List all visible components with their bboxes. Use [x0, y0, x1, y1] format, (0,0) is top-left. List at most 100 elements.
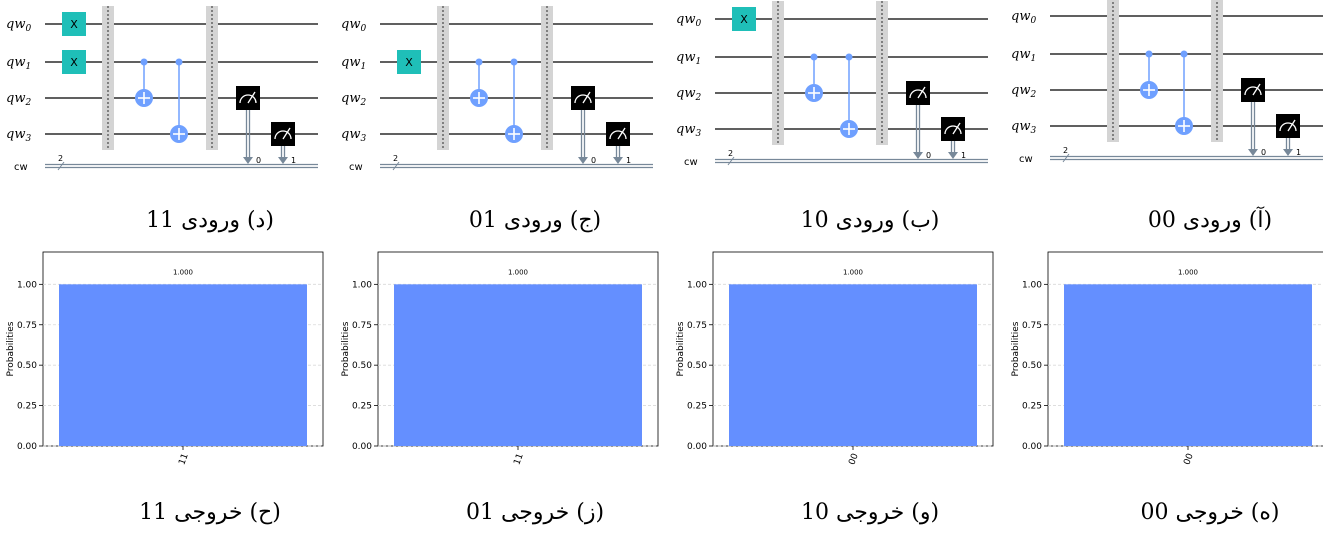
x-tick-label: 11 [512, 452, 525, 466]
qubit-label: qw0 [676, 12, 701, 29]
histogram-caption: (ه) خروجی 00 [1140, 500, 1280, 525]
measure-arrow [1283, 149, 1293, 156]
measure-gate [606, 122, 630, 146]
x-gate [62, 12, 86, 36]
measure-bit-index: 0 [1261, 148, 1266, 157]
cnot-control [1145, 50, 1153, 58]
histogram-caption: (ح) خروجی 11 [139, 500, 281, 525]
bar-value-label: 1.000 [843, 268, 863, 276]
measure-bit-index: 0 [591, 156, 596, 165]
meter-icon [274, 130, 292, 140]
classical-label: cw [1019, 154, 1033, 165]
y-tick-label: 0.50 [352, 361, 372, 371]
measure-bit-index: 1 [291, 156, 296, 165]
qubit-label: qw1 [6, 55, 31, 72]
measure-gate [571, 86, 595, 110]
y-tick-label: 1.00 [17, 280, 37, 290]
measure-arrow [613, 157, 623, 164]
qubit-label: qw2 [676, 86, 701, 103]
classical-bits-count: 2 [1063, 146, 1068, 155]
meter-icon [1244, 86, 1262, 96]
x-tick-label: 00 [1182, 452, 1195, 466]
classical-bits-count: 2 [58, 154, 63, 163]
bus-slash [57, 161, 65, 171]
meter-icon [239, 94, 257, 104]
measure-gate [906, 81, 930, 105]
y-axis-label: Probabilities [341, 321, 351, 376]
y-tick-label: 0.00 [352, 442, 372, 452]
cnot-control [175, 58, 183, 66]
y-tick-label: 0.75 [687, 321, 707, 331]
x-gate-label: X [740, 13, 748, 26]
y-tick-label: 0.00 [17, 442, 37, 452]
x-gate [62, 50, 86, 74]
measure-bit-index: 1 [961, 151, 966, 160]
y-tick-label: 1.00 [687, 280, 707, 290]
bar [394, 284, 642, 446]
qubit-label: qw2 [1011, 83, 1036, 100]
measure-gate [236, 86, 260, 110]
circuit-caption: (ب) ورودی 10 [800, 208, 940, 233]
qubit-label: qw1 [341, 55, 366, 72]
x-tick-label: 11 [177, 452, 190, 466]
bus-slash [1062, 153, 1070, 163]
classical-label: cw [14, 162, 28, 173]
bar-value-label: 1.000 [508, 268, 528, 276]
qubit-label: qw3 [341, 127, 366, 144]
qubit-label: qw3 [6, 127, 31, 144]
y-tick-label: 0.50 [17, 361, 37, 371]
bar-value-label: 1.000 [1178, 268, 1198, 276]
measure-arrow [578, 157, 588, 164]
classical-label: cw [684, 157, 698, 168]
qubit-label: qw0 [341, 17, 366, 34]
cnot-control [510, 58, 518, 66]
y-tick-label: 0.75 [352, 321, 372, 331]
circuit-caption: (د) ورودی 11 [146, 208, 274, 233]
meter-icon [574, 94, 592, 104]
x-gate [732, 7, 756, 31]
cnot-control [140, 58, 148, 66]
y-tick-label: 0.25 [1022, 402, 1042, 412]
x-tick-label: 00 [847, 452, 860, 466]
cnot-control [810, 53, 818, 61]
measure-arrow [1248, 149, 1258, 156]
qubit-label: qw3 [1011, 119, 1036, 136]
y-axis-label: Probabilities [1011, 321, 1021, 376]
y-tick-label: 0.00 [1022, 442, 1042, 452]
y-tick-label: 0.50 [687, 361, 707, 371]
measure-arrow [243, 157, 253, 164]
y-tick-label: 0.75 [17, 321, 37, 331]
y-tick-label: 0.25 [17, 402, 37, 412]
y-axis-label: Probabilities [6, 321, 16, 376]
measure-arrow [913, 152, 923, 159]
meter-icon [609, 130, 627, 140]
measure-bit-index: 0 [256, 156, 261, 165]
x-gate-label: X [70, 18, 78, 31]
y-tick-label: 0.25 [352, 402, 372, 412]
classical-label: cw [349, 162, 363, 173]
classical-bits-count: 2 [728, 149, 733, 158]
qubit-label: qw2 [6, 91, 31, 108]
bar-value-label: 1.000 [173, 268, 193, 276]
meter-icon [909, 89, 927, 99]
qubit-label: qw1 [1011, 47, 1036, 64]
cnot-control [1180, 50, 1188, 58]
y-tick-label: 1.00 [352, 280, 372, 290]
cnot-control [475, 58, 483, 66]
meter-icon [1279, 122, 1297, 132]
measure-bit-index: 1 [626, 156, 631, 165]
bus-slash [727, 156, 735, 166]
qubit-label: qw2 [341, 91, 366, 108]
histogram-caption: (و) خروجی 10 [800, 500, 940, 525]
circuit-caption: (آ) ورودی 00 [1147, 208, 1273, 233]
bar [1064, 284, 1312, 446]
measure-gate [1276, 114, 1300, 138]
